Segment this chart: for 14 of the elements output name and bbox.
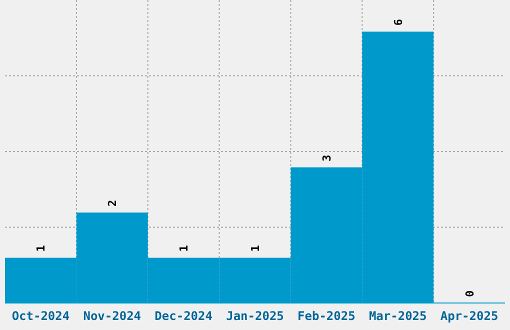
data-label: 1 xyxy=(178,244,191,252)
data-label: 2 xyxy=(106,200,120,207)
data-label: 3 xyxy=(320,154,334,162)
data-label: 0 xyxy=(463,290,476,297)
data-label: 1 xyxy=(249,244,262,252)
x-tick-label: Feb-2025 xyxy=(298,309,356,323)
x-tick-label: Dec-2024 xyxy=(154,309,212,323)
x-tick-label: Nov-2024 xyxy=(83,309,142,323)
data-label: 6 xyxy=(392,18,405,26)
x-tick-label: Mar-2025 xyxy=(368,309,427,323)
x-tick-label: Jan-2025 xyxy=(226,309,284,323)
data-label: 1 xyxy=(34,244,48,252)
x-tick-label: Apr-2025 xyxy=(440,309,498,323)
x-tick-label: Oct-2024 xyxy=(12,309,70,323)
